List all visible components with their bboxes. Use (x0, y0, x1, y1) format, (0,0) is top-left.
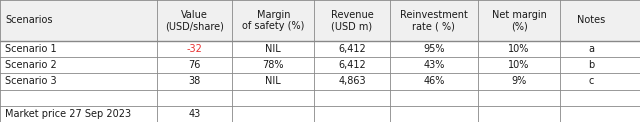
Text: 4,863: 4,863 (338, 76, 366, 86)
Text: Reinvestment
rate ( %): Reinvestment rate ( %) (400, 10, 468, 31)
Text: 10%: 10% (508, 60, 530, 70)
Text: 38: 38 (188, 76, 201, 86)
Text: Margin
of safety (%): Margin of safety (%) (242, 10, 305, 31)
Text: 78%: 78% (262, 60, 284, 70)
Text: Notes: Notes (577, 15, 605, 25)
Text: Revenue
(USD m): Revenue (USD m) (331, 10, 373, 31)
Text: 10%: 10% (508, 44, 530, 54)
Text: Net margin
(%): Net margin (%) (492, 10, 547, 31)
Text: NIL: NIL (266, 76, 281, 86)
Text: 76: 76 (188, 60, 201, 70)
Text: 43%: 43% (423, 60, 445, 70)
Text: Market price 27 Sep 2023: Market price 27 Sep 2023 (5, 109, 131, 119)
Text: 95%: 95% (423, 44, 445, 54)
Text: 6,412: 6,412 (338, 44, 366, 54)
Text: 6,412: 6,412 (338, 60, 366, 70)
Text: -32: -32 (187, 44, 202, 54)
Text: 43: 43 (188, 109, 201, 119)
Text: 9%: 9% (511, 76, 527, 86)
Bar (0, 0, 640, 41)
Text: 46%: 46% (423, 76, 445, 86)
Text: b: b (588, 60, 594, 70)
Text: NIL: NIL (266, 44, 281, 54)
Text: Value
(USD/share): Value (USD/share) (165, 10, 224, 31)
Text: Scenario 1: Scenario 1 (5, 44, 57, 54)
Text: a: a (588, 44, 594, 54)
Text: c: c (588, 76, 594, 86)
Text: Scenario 2: Scenario 2 (5, 60, 57, 70)
Text: Scenarios: Scenarios (5, 15, 52, 25)
Text: Scenario 3: Scenario 3 (5, 76, 57, 86)
